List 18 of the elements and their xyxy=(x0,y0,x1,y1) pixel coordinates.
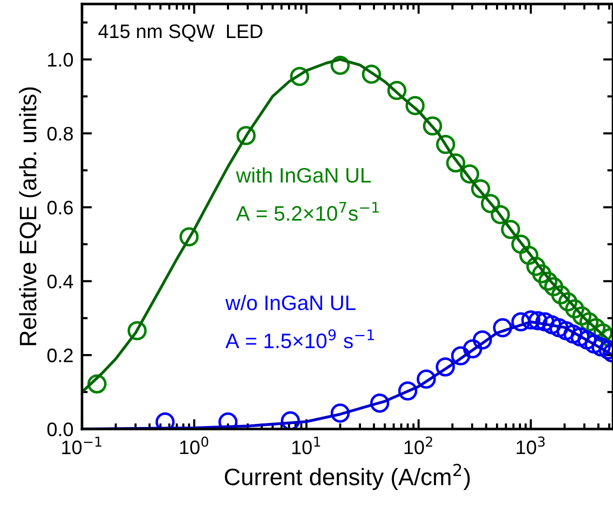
series-label: with InGaN UL xyxy=(236,167,371,183)
annotation: 415 nm SQW LED xyxy=(98,24,262,42)
y-tick-label: 0.4 xyxy=(47,274,74,288)
y-tick-label: 0.6 xyxy=(47,200,73,214)
y-tick-label: 0.2 xyxy=(47,348,73,362)
x-tick-label: 10$^{0}$ xyxy=(180,436,208,454)
x-tick-label: 10$^{−1}$ xyxy=(62,436,102,454)
y-tick-label: 1.0 xyxy=(48,52,73,67)
x-axis-title: Current density (A/cm$^{2}$) xyxy=(224,464,470,490)
y-axis-title: Relative EQE (arb. units) xyxy=(19,87,42,346)
text: w/o InGaN UL xyxy=(225,294,356,310)
x-tick-label: 10$^{1}$ xyxy=(292,436,320,454)
annotation: A = 5.2×10$^{7}$s$^{−1}$ xyxy=(236,202,379,221)
y-tick-label: 0.8 xyxy=(47,126,73,141)
annotation: A = 1.5×10$^{9}$ s$^{−1}$ xyxy=(225,329,374,348)
x-tick-label: 10$^{3}$ xyxy=(516,436,545,454)
y-tick-label: 0.0 xyxy=(47,422,73,436)
x-tick-label: 10$^{2}$ xyxy=(404,436,432,454)
